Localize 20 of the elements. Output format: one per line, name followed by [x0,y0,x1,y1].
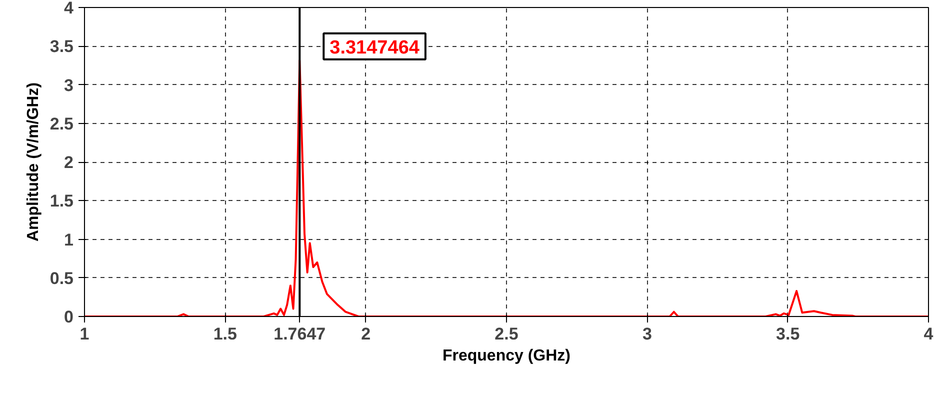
x-tick-label: 3 [642,324,652,344]
y-tick-label: 2 [64,153,74,172]
x-tick-label: 3.5 [776,324,800,344]
x-tick-label: 4 [924,324,934,344]
y-tick-label: 3.5 [50,37,74,56]
y-tick-label: 2.5 [50,114,74,134]
y-tick-label: 1.5 [50,192,74,211]
x-tick-label: 1.5 [213,324,237,344]
annotation: 3.3147464 [330,37,420,58]
ref-line-label: 1.7647 [274,324,326,344]
y-tick-label: 3 [64,76,74,95]
x-tick-label: 1 [80,324,90,344]
y-tick-label: 1 [64,230,74,250]
x-axis-title: Frequency (GHz) [442,348,571,364]
y-tick-label: 0.5 [50,268,74,288]
y-axis-title: Amplitude (V/m/GHz) [24,82,42,242]
y-tick-label: 0 [64,308,74,326]
x-tick-label: 2 [361,324,371,344]
x-tick-label: 2.5 [494,324,518,344]
y-tick-label: 4 [64,0,74,18]
